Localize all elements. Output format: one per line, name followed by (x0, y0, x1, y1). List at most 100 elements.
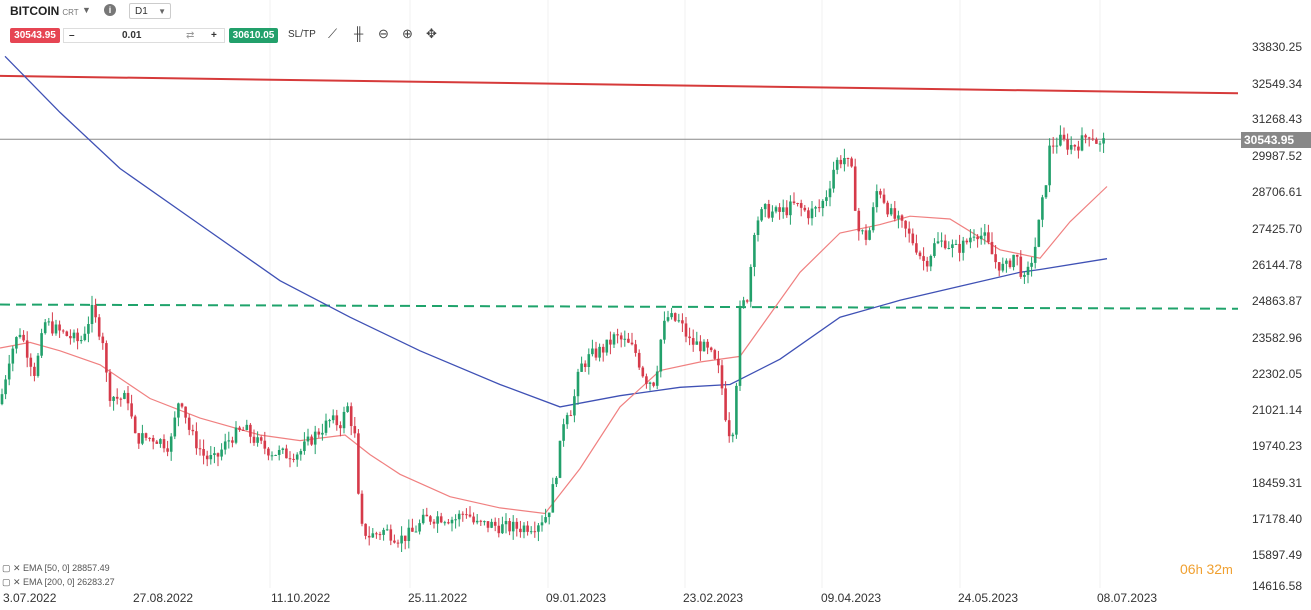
price-tick: 18459.31 (1251, 476, 1302, 490)
candle-body (900, 215, 904, 221)
candle-body (51, 321, 54, 334)
candle-body (1062, 134, 1066, 140)
candle-body (112, 396, 115, 401)
timeframe-select[interactable]: D1 ▼ (129, 3, 171, 19)
candle-body (277, 449, 281, 455)
candle-body (504, 521, 508, 525)
candle-body (897, 215, 900, 219)
candle-body (843, 158, 846, 165)
price-tick: 24863.87 (1251, 294, 1302, 308)
candle-body (807, 210, 810, 219)
candle-body (522, 525, 526, 533)
candle-body (828, 188, 832, 198)
candle-body (544, 517, 547, 523)
candle-body (605, 339, 609, 353)
top-toolbar: BITCOIN CRT ▼ i D1 ▼ 30543.95 – 0.01 ⇄ + 3… (0, 0, 460, 50)
candle-body (609, 339, 612, 345)
candle-body (587, 354, 591, 368)
candle-body (342, 411, 346, 429)
candle-body (69, 335, 72, 339)
candle-body (969, 237, 972, 243)
candle-body (735, 385, 738, 435)
candle-body (191, 429, 195, 432)
swap-icon[interactable]: ⇄ (186, 30, 195, 41)
zoom-out-icon[interactable]: ⊖ (378, 26, 389, 41)
instrument-dropdown-icon[interactable]: ▼ (82, 5, 91, 15)
candle-body (83, 333, 87, 341)
candle-body (281, 448, 285, 450)
candle-body (472, 516, 475, 523)
candle-body (285, 448, 288, 459)
candle-body (259, 437, 263, 441)
date-tick: 09.04.2023 (821, 591, 882, 605)
candle-body (346, 406, 349, 412)
candle-body (637, 352, 641, 368)
crosshair-icon[interactable]: ✥ (426, 26, 437, 41)
candle-body (367, 535, 371, 538)
candle-body (681, 320, 684, 324)
candle-body (706, 341, 709, 348)
date-tick: 08.07.2023 (1097, 591, 1158, 605)
candle-body (576, 371, 580, 397)
candle-body (767, 203, 771, 218)
support-line[interactable] (0, 303, 1239, 310)
sell-button[interactable]: 30543.95 (10, 28, 60, 43)
candle-body (861, 230, 864, 232)
candle-body (573, 396, 576, 416)
candlestick-icon[interactable]: ╫ (354, 26, 364, 41)
candle-body (187, 417, 191, 430)
candle-body (540, 522, 544, 526)
candle-body (483, 521, 486, 523)
candle-body (223, 441, 227, 450)
line-chart-icon[interactable]: ⟋ (328, 26, 338, 41)
candle-body (267, 448, 270, 456)
instrument-name[interactable]: BITCOIN CRT (10, 4, 79, 18)
date-tick: 25.11.2022 (408, 591, 468, 605)
candle-body (558, 440, 562, 478)
candle-body (533, 531, 537, 533)
instrument-suffix: CRT (62, 8, 79, 17)
candle-body (753, 234, 756, 267)
date-tick: 09.01.2023 (546, 591, 607, 605)
candle-body (148, 437, 151, 439)
info-icon[interactable]: i (104, 4, 116, 16)
zoom-in-icon[interactable]: ⊕ (402, 26, 413, 41)
candle-body (231, 440, 234, 443)
candle-body (47, 321, 51, 323)
candle-body (850, 158, 853, 167)
candle-body (785, 207, 789, 216)
candle-body (115, 396, 119, 399)
price-tick: 21021.14 (1251, 403, 1302, 417)
candle-body (328, 420, 331, 422)
candle-body (101, 336, 105, 344)
candle-body (173, 417, 177, 437)
quantity-stepper[interactable]: – 0.01 ⇄ + (63, 28, 225, 43)
ema-200-legend[interactable]: ▢ ✕ EMA [200, 0] 26283.27 (2, 577, 115, 587)
candle-body (990, 241, 994, 255)
plus-icon[interactable]: + (211, 30, 217, 41)
candle-body (547, 512, 551, 518)
candle-body (868, 230, 871, 240)
candle-body (349, 406, 353, 427)
ema-50-legend[interactable]: ▢ ✕ EMA [50, 0] 28857.49 (2, 563, 110, 573)
candle-body (742, 300, 745, 306)
minus-icon[interactable]: – (69, 30, 75, 41)
candle-body (940, 240, 943, 242)
candle-body (407, 527, 411, 542)
candle-body (583, 363, 587, 368)
sltp-button[interactable]: SL/TP (288, 29, 316, 40)
quantity-value[interactable]: 0.01 (122, 30, 142, 41)
candle-body (11, 348, 15, 364)
candle-body (1030, 262, 1033, 267)
candle-body (454, 519, 457, 521)
buy-button[interactable]: 30610.05 (229, 28, 278, 43)
candle-body (457, 513, 461, 520)
candle-body (295, 454, 299, 460)
price-tick: 19740.23 (1251, 439, 1302, 453)
resistance-line[interactable] (0, 74, 1239, 95)
candle-body (1015, 254, 1019, 257)
candle-body (425, 514, 429, 517)
candle-body (853, 166, 857, 211)
candle-body (1066, 139, 1069, 150)
